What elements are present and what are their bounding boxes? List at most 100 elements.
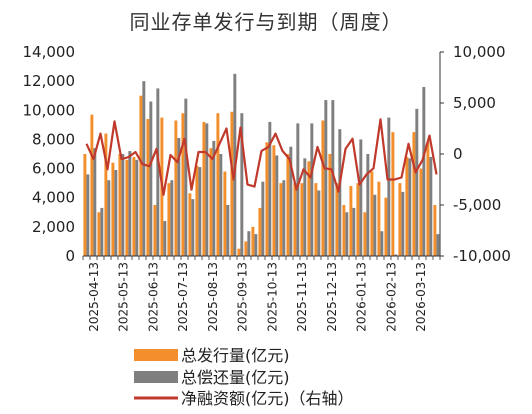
issuance-bar	[398, 183, 402, 256]
issuance-bar	[216, 113, 220, 256]
issuance-bar	[279, 183, 283, 256]
issuance-bar	[363, 212, 367, 256]
maturity-bar	[282, 180, 286, 256]
maturity-bar	[198, 167, 202, 256]
maturity-bar	[254, 234, 258, 256]
maturity-bar	[310, 123, 314, 257]
maturity-bar	[212, 140, 216, 256]
maturity-bar	[387, 117, 391, 256]
maturity-bar	[275, 155, 279, 256]
issuance-bar	[272, 145, 276, 256]
issuance-bar	[314, 183, 318, 256]
issuance-bar	[125, 159, 129, 256]
legend-swatch	[134, 349, 178, 361]
maturity-bar	[128, 151, 132, 256]
right-tick-label: 0	[453, 145, 463, 163]
maturity-bar	[121, 154, 125, 256]
issuance-bar	[174, 120, 178, 256]
maturity-bar	[261, 181, 265, 256]
issuance-bar	[132, 156, 136, 256]
legend-swatch	[134, 371, 178, 383]
issuance-bar	[202, 121, 206, 256]
issuance-bar	[300, 183, 304, 256]
x-tick-label: 2025-11-13	[295, 262, 309, 332]
maturity-bar	[205, 123, 209, 257]
issuance-bar	[293, 183, 297, 256]
maturity-bar	[303, 158, 307, 256]
maturity-bar	[142, 81, 146, 257]
bar-layer	[83, 73, 440, 257]
maturity-bar	[359, 139, 363, 256]
left-tick-label: 14,000	[23, 43, 76, 61]
maturity-bar	[373, 194, 377, 256]
maturity-bar	[317, 190, 321, 256]
issuance-bar	[307, 161, 311, 256]
maturity-bar	[366, 154, 370, 256]
x-tick-label: 2026-01-13	[355, 262, 369, 332]
maturity-bar	[240, 113, 244, 256]
issuance-bar	[83, 154, 87, 256]
issuance-bar	[321, 120, 325, 256]
legend-label: 总发行量(亿元)	[181, 346, 290, 365]
x-tick-label: 2025-05-13	[117, 262, 131, 332]
maturity-bar	[170, 180, 174, 256]
maturity-bar	[100, 207, 104, 256]
issuance-bar	[328, 154, 332, 256]
maturity-bar	[408, 158, 412, 256]
x-tick-label: 2025-12-13	[325, 262, 339, 332]
issuance-bar	[342, 205, 346, 256]
issuance-bar	[251, 226, 255, 256]
issuance-bar	[195, 165, 199, 256]
x-tick-label: 2025-04-13	[87, 262, 101, 332]
issuance-bar	[244, 241, 248, 256]
issuance-bar	[391, 132, 395, 256]
issuance-bar	[97, 212, 101, 256]
legend: 总发行量(亿元) 总偿还量(亿元) 净融资额(亿元)（右轴）	[134, 346, 354, 408]
maturity-bar	[226, 205, 230, 256]
maturity-bar	[345, 212, 349, 256]
maturity-bar	[296, 123, 300, 257]
x-tick-label: 2025-07-13	[176, 262, 190, 332]
maturity-bar	[338, 129, 342, 256]
issuance-bar	[384, 197, 388, 256]
maturity-bar	[352, 207, 356, 256]
maturity-bar	[415, 108, 419, 256]
maturity-bar	[135, 159, 139, 256]
left-tick-label: 2,000	[32, 218, 75, 236]
net-financing-line	[85, 118, 438, 196]
issuance-bar	[405, 156, 409, 256]
issuance-bar	[419, 168, 423, 256]
issuance-bar	[335, 183, 339, 256]
issuance-bar	[370, 171, 374, 256]
issuance-bar	[209, 148, 213, 256]
left-tick-label: 8,000	[32, 130, 75, 148]
issuance-bar	[349, 186, 353, 256]
left-tick-label: 4,000	[32, 189, 75, 207]
x-tick-label: 2026-02-13	[384, 262, 398, 332]
issuance-bar	[167, 183, 171, 256]
issuance-bar	[265, 142, 269, 256]
issuance-bar	[111, 162, 115, 256]
left-tick-label: 6,000	[32, 160, 75, 178]
maturity-bar	[93, 148, 97, 256]
maturity-bar	[289, 146, 293, 256]
issuance-bar	[237, 248, 241, 256]
legend-label: 净融资额(亿元)（右轴）	[181, 389, 354, 408]
issuance-bar	[258, 207, 262, 256]
maturity-bar	[184, 98, 188, 256]
maturity-bar	[163, 221, 167, 256]
maturity-bar	[401, 191, 405, 256]
right-tick-label: 10,000	[453, 43, 506, 61]
issuance-bar	[223, 171, 227, 256]
left-tick-label: 0	[65, 247, 75, 265]
maturity-bar	[156, 88, 160, 256]
maturity-bar	[394, 254, 398, 256]
x-tick-label: 2025-10-13	[265, 262, 279, 332]
left-tick-label: 10,000	[23, 101, 76, 119]
left-tick-label: 12,000	[23, 72, 76, 90]
issuance-bar	[90, 114, 94, 257]
line-layer	[85, 118, 438, 196]
maturity-bar	[268, 121, 272, 256]
issuance-bar	[104, 133, 108, 256]
